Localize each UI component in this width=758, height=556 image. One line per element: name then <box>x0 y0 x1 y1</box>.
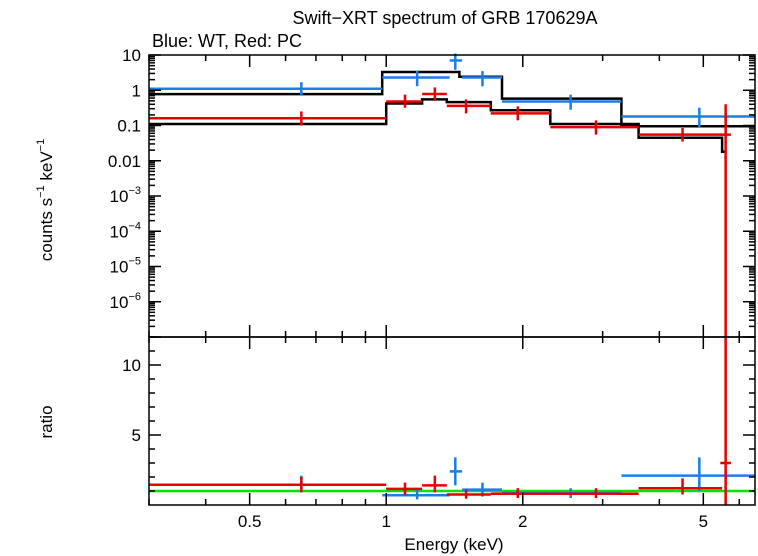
top-pc-point-6 <box>550 120 639 135</box>
top-wt-point-6 <box>621 107 755 128</box>
bottom-wt-point-3 <box>449 457 463 486</box>
top-pc-point-3 <box>422 87 447 101</box>
chart-subtitle: Blue: WT, Red: PC <box>152 31 302 51</box>
x-tick-label: 0.5 <box>238 512 262 531</box>
bottom-panel-frame <box>148 336 756 506</box>
top-y-tick-label: 10−5 <box>110 256 141 277</box>
top-y-tick-label: 10−4 <box>110 220 141 241</box>
data-marks <box>149 53 755 505</box>
bottom-y-tick-label: 5 <box>132 426 141 445</box>
axes: 0.5 1 2 5 10 1 0.1 0.01 10−3 10−4 10−5 10−6 5 10 <box>108 46 756 531</box>
bottom-y-tick-label: 10 <box>122 356 141 375</box>
bottom-pc-point-2 <box>386 482 423 496</box>
top-wt-point-5 <box>502 94 622 110</box>
top-y-tick-label: 0.1 <box>117 117 141 136</box>
bottom-y-axis-label: ratio <box>37 405 56 438</box>
bottom-pc-point-5 <box>490 488 551 498</box>
chart-title: Swift−XRT spectrum of GRB 170629A <box>293 8 598 28</box>
top-y-tick-label: 0.01 <box>108 152 141 171</box>
top-panel-frame <box>148 54 756 338</box>
bottom-pc-point-7 <box>638 478 723 495</box>
x-axis-label: Energy (keV) <box>404 535 503 554</box>
top-pc-point-1 <box>149 111 387 126</box>
bottom-pc-point-8 <box>720 337 731 505</box>
bottom-pc-point-1 <box>149 477 387 493</box>
bottom-wt-point-6 <box>621 457 755 491</box>
top-pc-point-8 <box>720 104 731 337</box>
top-wt-point-2 <box>382 70 450 87</box>
x-tick-label: 5 <box>699 512 708 531</box>
top-pc-point-4 <box>446 99 491 114</box>
top-y-tick-label: 1 <box>132 81 141 100</box>
x-tick-label: 1 <box>381 512 390 531</box>
top-wt-point-4 <box>462 71 503 87</box>
top-wt-point-1 <box>149 82 383 96</box>
top-pc-point-2 <box>386 94 423 108</box>
top-y-axis-label: counts s−1 keV−1 <box>35 139 56 261</box>
x-tick-label: 2 <box>518 512 527 531</box>
top-pc-point-5 <box>490 106 551 121</box>
top-y-tick-label: 10−6 <box>110 291 141 312</box>
bottom-pc-point-4 <box>446 489 491 499</box>
bottom-wt-point-2 <box>382 489 450 500</box>
bottom-pc-point-6 <box>550 488 639 498</box>
pc_model-step-line <box>149 98 726 154</box>
bottom-pc-point-3 <box>422 475 447 493</box>
top-y-tick-label: 10−3 <box>110 185 141 206</box>
top-pc-point-7 <box>638 127 723 142</box>
top-y-tick-label: 10 <box>122 46 141 65</box>
top-wt-point-3 <box>449 53 463 70</box>
